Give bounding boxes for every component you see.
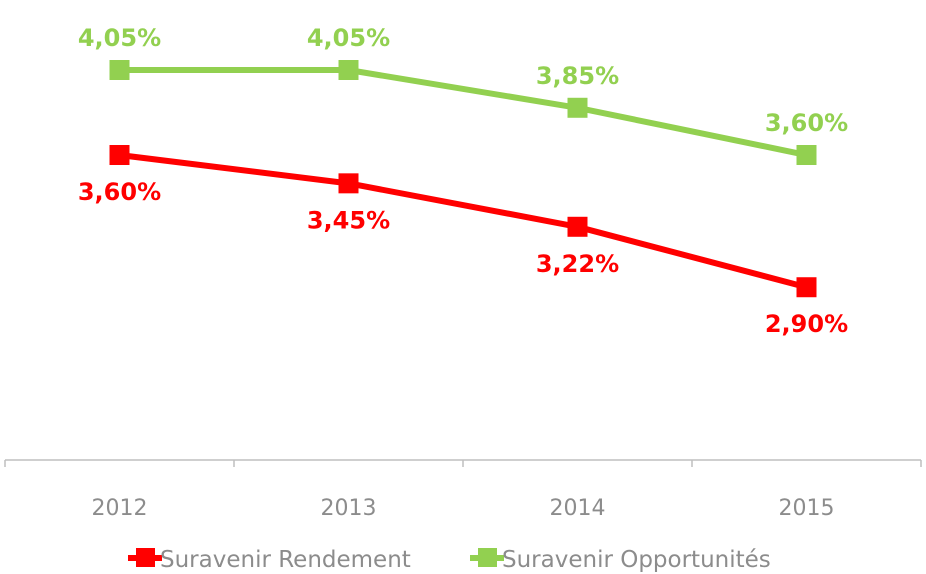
data-point [796, 145, 817, 166]
legend-swatch-marker [478, 548, 497, 567]
legend-item: Suravenir Rendement [128, 547, 411, 573]
x-axis [4, 459, 922, 467]
x-tick-label: 2012 [92, 496, 148, 521]
series-0: 3,60% 3,45% 3,22% 2,90% [78, 145, 848, 338]
data-label: 3,60% [78, 178, 161, 206]
x-tick-labels: 2012 2013 2014 2015 [92, 496, 835, 521]
data-label: 3,85% [536, 62, 619, 90]
data-point [567, 97, 588, 118]
data-label: 2,90% [765, 310, 848, 338]
x-tick-label: 2013 [321, 496, 377, 521]
legend-label: Suravenir Rendement [160, 547, 411, 573]
series-line [119, 67, 808, 158]
data-point [338, 173, 359, 194]
x-tick-label: 2014 [550, 496, 606, 521]
legend-item: Suravenir Opportunités [470, 547, 771, 573]
series-line [119, 152, 808, 291]
data-label: 3,60% [765, 109, 848, 137]
data-point [567, 216, 588, 237]
data-label: 3,45% [307, 206, 390, 234]
series-layer: 3,60% 3,45% 3,22% 2,90% 4,05% 4,05% 3,85% 3,60% [78, 24, 848, 338]
legend-label: Suravenir Opportunités [502, 547, 771, 573]
data-point [338, 60, 359, 80]
legend: Suravenir Rendement Suravenir Opportunité… [128, 547, 771, 573]
data-point [109, 145, 130, 166]
data-point [109, 60, 130, 80]
data-label: 3,22% [536, 250, 619, 278]
series-1: 4,05% 4,05% 3,85% 3,60% [78, 24, 848, 166]
x-tick-label: 2015 [779, 496, 835, 521]
data-label: 4,05% [78, 24, 161, 52]
legend-swatch-marker [136, 548, 155, 567]
data-label: 4,05% [307, 24, 390, 52]
data-point [796, 277, 817, 298]
